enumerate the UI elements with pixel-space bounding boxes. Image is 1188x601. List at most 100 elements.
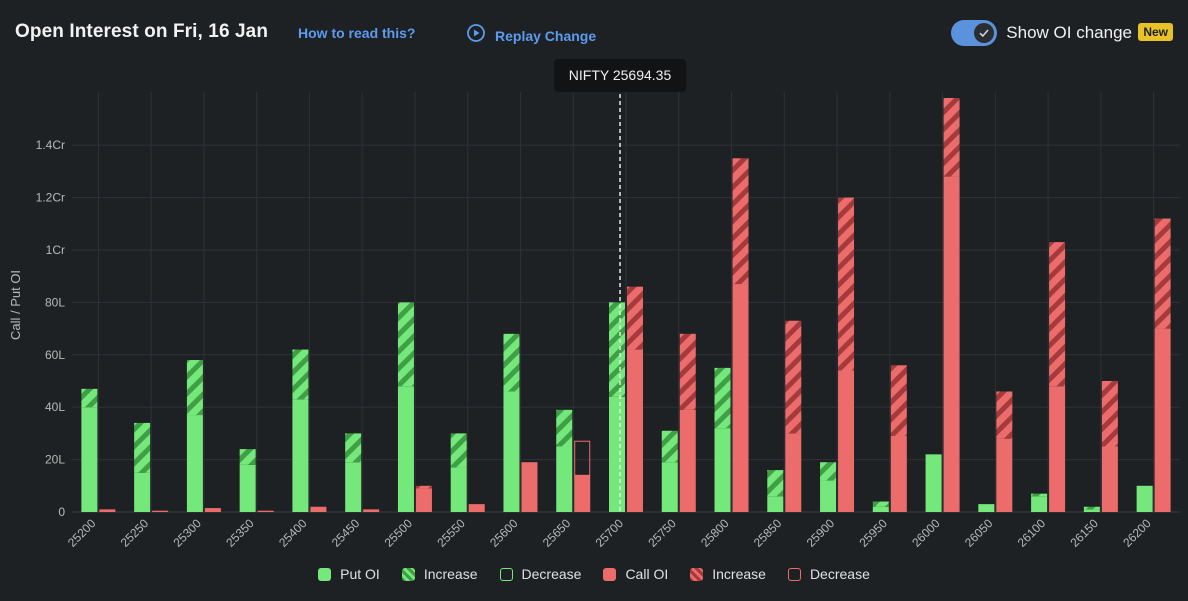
legend-swatch	[787, 567, 801, 581]
put-increase-bar[interactable]	[292, 349, 309, 400]
legend-put-increase[interactable]: Increase	[401, 566, 478, 582]
call-increase-bar[interactable]	[996, 391, 1013, 439]
put-increase-bar[interactable]	[397, 302, 414, 387]
call-increase-bar[interactable]	[679, 333, 696, 410]
replay-change-label: Replay Change	[495, 27, 597, 44]
call-oi-bar[interactable]	[204, 508, 221, 512]
put-increase-bar[interactable]	[134, 422, 151, 473]
x-tick-label: 25600	[487, 516, 521, 550]
call-increase-bar[interactable]	[890, 365, 907, 437]
legend-call-oi[interactable]: Call OI	[603, 566, 668, 582]
call-oi-bar[interactable]	[627, 349, 643, 512]
call-oi-bar[interactable]	[521, 462, 538, 512]
put-increase-bar[interactable]	[345, 433, 362, 463]
x-tick-label: 25350	[223, 516, 257, 550]
x-tick-label: 26200	[1120, 516, 1154, 550]
call-oi-bar[interactable]	[99, 509, 116, 512]
call-oi-bar[interactable]	[890, 436, 907, 512]
put-oi-bar[interactable]	[503, 391, 520, 512]
put-increase-bar[interactable]	[1083, 506, 1100, 510]
put-increase-bar[interactable]	[450, 433, 467, 468]
replay-change-button[interactable]: Replay Change	[466, 23, 596, 48]
call-increase-bar[interactable]	[943, 98, 960, 177]
call-oi-bar[interactable]	[1101, 446, 1118, 512]
call-oi-bar[interactable]	[996, 438, 1013, 512]
put-oi-bar[interactable]	[81, 407, 98, 512]
legend-put-oi[interactable]: Put OI	[318, 566, 380, 582]
put-oi-bar[interactable]	[450, 467, 467, 512]
call-increase-bar[interactable]	[1049, 242, 1066, 387]
call-decrease-bar[interactable]	[574, 440, 591, 476]
put-increase-bar[interactable]	[239, 449, 256, 465]
put-increase-bar[interactable]	[556, 409, 573, 447]
put-oi-bar[interactable]	[1083, 509, 1100, 512]
call-oi-bar[interactable]	[468, 504, 485, 512]
put-oi-bar[interactable]	[978, 504, 995, 512]
put-oi-bar[interactable]	[345, 462, 362, 512]
x-tick-label: 25850	[751, 516, 785, 550]
call-oi-bar[interactable]	[310, 506, 327, 512]
call-oi-bar[interactable]	[574, 475, 591, 512]
put-oi-bar[interactable]	[397, 386, 414, 512]
put-increase-bar[interactable]	[767, 470, 784, 497]
call-oi-bar[interactable]	[838, 370, 855, 512]
legend-call-decrease[interactable]: Decrease	[787, 566, 870, 582]
call-increase-bar[interactable]	[415, 485, 432, 489]
call-increase-bar[interactable]	[732, 158, 749, 285]
x-tick-label: 25300	[171, 516, 205, 550]
legend-put-decrease[interactable]: Decrease	[499, 566, 581, 582]
x-tick-label: 26100	[1015, 516, 1049, 550]
call-oi-bar[interactable]	[1049, 386, 1066, 512]
call-oi-bar[interactable]	[943, 176, 960, 512]
put-oi-bar[interactable]	[661, 462, 678, 512]
call-increase-bar[interactable]	[627, 286, 643, 350]
legend-swatch	[603, 567, 617, 581]
put-oi-bar[interactable]	[609, 396, 625, 512]
call-oi-bar[interactable]	[1154, 328, 1171, 512]
legend-label: Increase	[712, 566, 766, 582]
call-increase-bar[interactable]	[1154, 218, 1171, 329]
put-increase-bar[interactable]	[503, 333, 520, 392]
x-tick-label: 25550	[434, 516, 468, 550]
call-increase-bar[interactable]	[838, 197, 855, 371]
put-oi-bar[interactable]	[239, 464, 256, 512]
put-oi-bar[interactable]	[1136, 485, 1153, 512]
call-oi-bar[interactable]	[732, 284, 749, 512]
x-tick-label: 25800	[698, 516, 732, 550]
put-oi-bar[interactable]	[186, 415, 203, 512]
put-oi-bar[interactable]	[714, 428, 731, 512]
legend-swatch	[318, 567, 332, 581]
put-increase-bar[interactable]	[186, 360, 203, 416]
call-oi-bar[interactable]	[415, 488, 432, 512]
call-oi-bar[interactable]	[363, 509, 380, 512]
put-oi-bar[interactable]	[556, 446, 573, 512]
show-oi-change-toggle[interactable]	[951, 20, 998, 46]
call-oi-bar[interactable]	[785, 433, 802, 512]
put-increase-bar[interactable]	[872, 501, 889, 507]
put-increase-bar[interactable]	[714, 367, 731, 429]
put-oi-bar[interactable]	[767, 496, 784, 512]
put-increase-bar[interactable]	[820, 462, 837, 481]
put-increase-bar[interactable]	[1031, 493, 1048, 497]
call-increase-bar[interactable]	[1101, 380, 1118, 447]
x-tick-label: 26050	[962, 516, 996, 550]
how-to-read-link[interactable]: How to read this?	[298, 25, 416, 41]
call-oi-bar[interactable]	[257, 510, 274, 512]
call-increase-bar[interactable]	[785, 320, 802, 434]
put-increase-bar[interactable]	[661, 430, 678, 463]
put-oi-bar[interactable]	[820, 480, 837, 512]
legend-swatch	[690, 567, 704, 581]
put-increase-bar[interactable]	[81, 388, 98, 408]
put-oi-bar[interactable]	[292, 399, 309, 512]
put-oi-bar[interactable]	[872, 506, 889, 512]
put-oi-bar[interactable]	[925, 454, 942, 512]
put-increase-bar[interactable]	[609, 302, 625, 397]
legend-label: Increase	[423, 566, 478, 582]
put-oi-bar[interactable]	[1031, 496, 1048, 512]
put-oi-bar[interactable]	[134, 472, 151, 512]
legend-swatch	[401, 567, 415, 581]
call-oi-bar[interactable]	[679, 409, 696, 512]
legend-call-increase[interactable]: Increase	[690, 566, 766, 582]
oi-bar-chart: NIFTY 25694.35 0 20L 40L 60L 80L 1Cr 1.2Cr 1.4C…	[8, 59, 1180, 550]
call-oi-bar[interactable]	[152, 510, 169, 512]
